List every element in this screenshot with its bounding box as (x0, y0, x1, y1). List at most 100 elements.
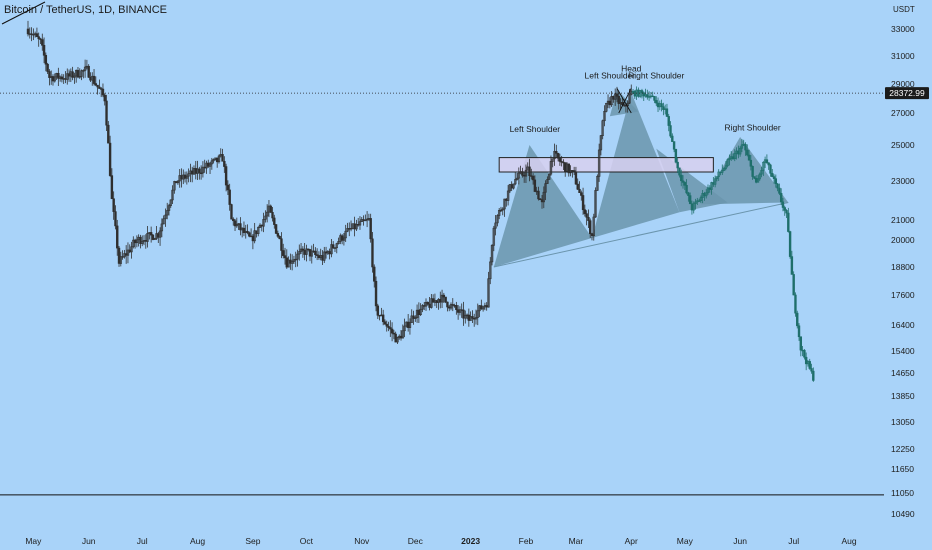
history-candle (119, 256, 123, 264)
history-candle (376, 305, 380, 316)
projection-candle (665, 108, 669, 117)
projection-candle (705, 192, 708, 197)
history-candle (371, 238, 374, 268)
projection-candle (738, 147, 742, 155)
history-candle (35, 33, 39, 37)
history-candle (290, 261, 294, 264)
projection-candle (655, 100, 658, 104)
history-candle (349, 228, 353, 230)
history-candle (501, 208, 504, 211)
history-candle (239, 223, 242, 231)
history-candle (273, 217, 276, 225)
history-candle (110, 175, 114, 200)
projection-candle (685, 185, 688, 194)
projection-candle (753, 176, 756, 179)
history-candle (419, 308, 422, 315)
x-tick-label: Oct (300, 536, 314, 546)
history-candle (542, 191, 546, 203)
history-candle (42, 44, 46, 56)
history-candle (141, 240, 144, 244)
y-tick-label: 11650 (891, 464, 914, 474)
history-candle (531, 175, 535, 181)
history-candle (169, 199, 172, 206)
history-candle (146, 233, 149, 242)
history-candle (544, 183, 547, 193)
y-tick-label: 23000 (891, 176, 915, 186)
projection-candle (706, 187, 710, 194)
history-candle (412, 315, 415, 319)
current-price-badge (885, 87, 929, 100)
projection-candle (769, 164, 772, 174)
history-candle (613, 93, 617, 100)
projection-candle (744, 144, 747, 151)
projection-candle (728, 158, 731, 160)
history-candle (390, 328, 394, 334)
history-candle (374, 280, 378, 307)
projection-candle (774, 178, 778, 185)
history-candle (396, 337, 399, 343)
y-tick-label: 21000 (891, 215, 915, 225)
projection-candle (787, 212, 790, 232)
projection-candle (751, 165, 754, 177)
history-candle (464, 314, 467, 319)
history-candle (315, 254, 319, 256)
x-tick-label: Apr (625, 536, 638, 546)
history-candle (515, 177, 519, 180)
history-candle (53, 76, 56, 82)
history-candle (37, 36, 40, 40)
history-candle (496, 215, 499, 224)
history-candle (101, 88, 105, 96)
projection-candle (785, 210, 788, 214)
projection-candle (660, 103, 663, 107)
history-candle (226, 184, 230, 191)
history-candle (274, 224, 278, 234)
projection-candle (715, 176, 719, 180)
cross-line (616, 88, 632, 114)
history-candle (187, 173, 190, 177)
history-candle (389, 327, 392, 330)
history-candle (301, 248, 305, 251)
history-candle (603, 110, 606, 122)
history-candle (442, 294, 446, 298)
history-candle (458, 309, 462, 313)
current-price-label: 28372.99 (889, 88, 925, 98)
history-candle (585, 213, 588, 218)
projection-candle (667, 116, 670, 126)
history-candle (116, 225, 119, 249)
y-tick-label: 14650 (891, 368, 915, 378)
history-candle (96, 84, 99, 88)
history-candle (264, 215, 267, 220)
history-candle (171, 189, 174, 201)
history-candle (403, 325, 406, 332)
history-candle (592, 216, 595, 236)
history-candle (589, 220, 592, 235)
projection-candle (747, 154, 751, 161)
history-candle (421, 305, 424, 310)
history-candle (271, 212, 274, 219)
projection-candle (721, 170, 724, 173)
history-candle (331, 244, 335, 249)
projection-candle (681, 180, 685, 183)
projection-candle (733, 152, 736, 160)
projection-candle (676, 161, 679, 169)
history-candle (440, 294, 444, 303)
projection-candle (694, 201, 697, 204)
projection-candle (713, 178, 717, 185)
history-candle (103, 94, 106, 102)
y-tick-label: 18800 (891, 262, 915, 272)
history-candle (283, 255, 287, 259)
projection-candle (662, 106, 665, 110)
history-candle (130, 246, 133, 253)
history-candle (506, 190, 510, 201)
history-candle (596, 176, 599, 191)
x-tick-label: Feb (519, 536, 534, 546)
projection-candle (726, 159, 729, 167)
history-candle (333, 247, 337, 249)
history-candle (167, 205, 171, 211)
history-candle (265, 211, 269, 217)
history-candle (217, 155, 221, 163)
projection-candle (808, 361, 811, 369)
projection-candle (717, 171, 720, 177)
